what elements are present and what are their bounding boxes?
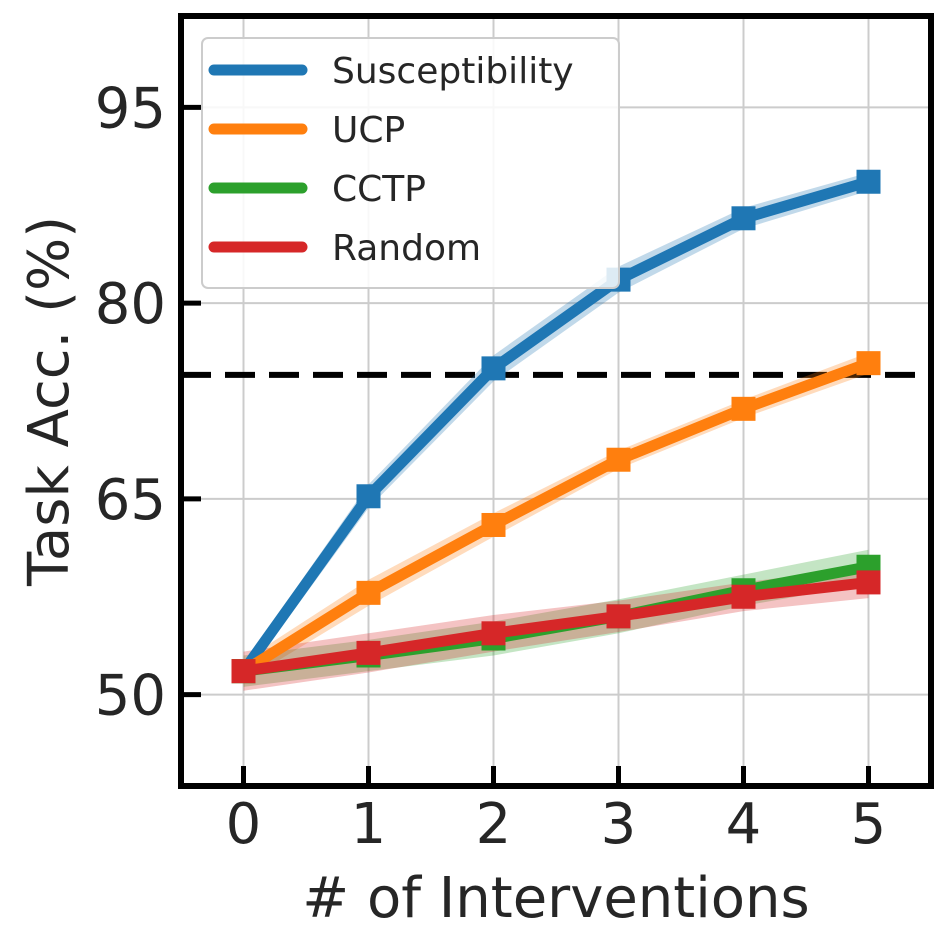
- x-tick-label: 1: [351, 792, 387, 857]
- ucp-point: [606, 447, 631, 472]
- series-markers: [231, 169, 881, 684]
- legend-label-random: Random: [332, 228, 481, 269]
- y-tick-label: 95: [95, 76, 166, 141]
- random-point: [731, 584, 756, 609]
- random-point: [606, 604, 631, 629]
- x-tick-label: 5: [851, 792, 887, 857]
- legend: Susceptibility UCP CCTP Random: [201, 37, 620, 289]
- random-line: [238, 576, 874, 677]
- x-tick-label: 4: [726, 792, 762, 857]
- susceptibility-point: [356, 484, 381, 509]
- random-point: [231, 659, 256, 684]
- axes: 0 1 2 3 4 5 50 65 80 95: [95, 13, 934, 857]
- x-tick-label: 3: [601, 792, 637, 857]
- legend-box: [201, 37, 620, 289]
- series-lines: [238, 176, 874, 677]
- ucp-point: [731, 396, 756, 421]
- y-tick-label: 50: [95, 664, 166, 729]
- x-tick-label: 0: [226, 792, 262, 857]
- susceptibility-line: [238, 176, 874, 677]
- ucp-point: [856, 351, 881, 376]
- y-tick-label: 80: [95, 272, 166, 337]
- susceptibility-point: [731, 206, 756, 231]
- legend-label-susceptibility: Susceptibility: [332, 51, 574, 92]
- random-point: [856, 570, 881, 595]
- x-axis-title: # of Interventions: [302, 866, 809, 931]
- susceptibility-point: [481, 356, 506, 381]
- random-point: [481, 621, 506, 646]
- plot-frame: [178, 13, 934, 789]
- random-point: [356, 640, 381, 665]
- susceptibility-point: [856, 169, 881, 194]
- ucp-line: [238, 357, 874, 677]
- x-tick-label: 2: [476, 792, 512, 857]
- legend-label-cctp: CCTP: [332, 169, 426, 210]
- y-tick-label: 65: [95, 468, 166, 533]
- ucp-point: [481, 512, 506, 537]
- ucp-point: [356, 580, 381, 605]
- y-axis-title: Task Acc. (%): [17, 216, 82, 587]
- legend-label-ucp: UCP: [332, 110, 405, 151]
